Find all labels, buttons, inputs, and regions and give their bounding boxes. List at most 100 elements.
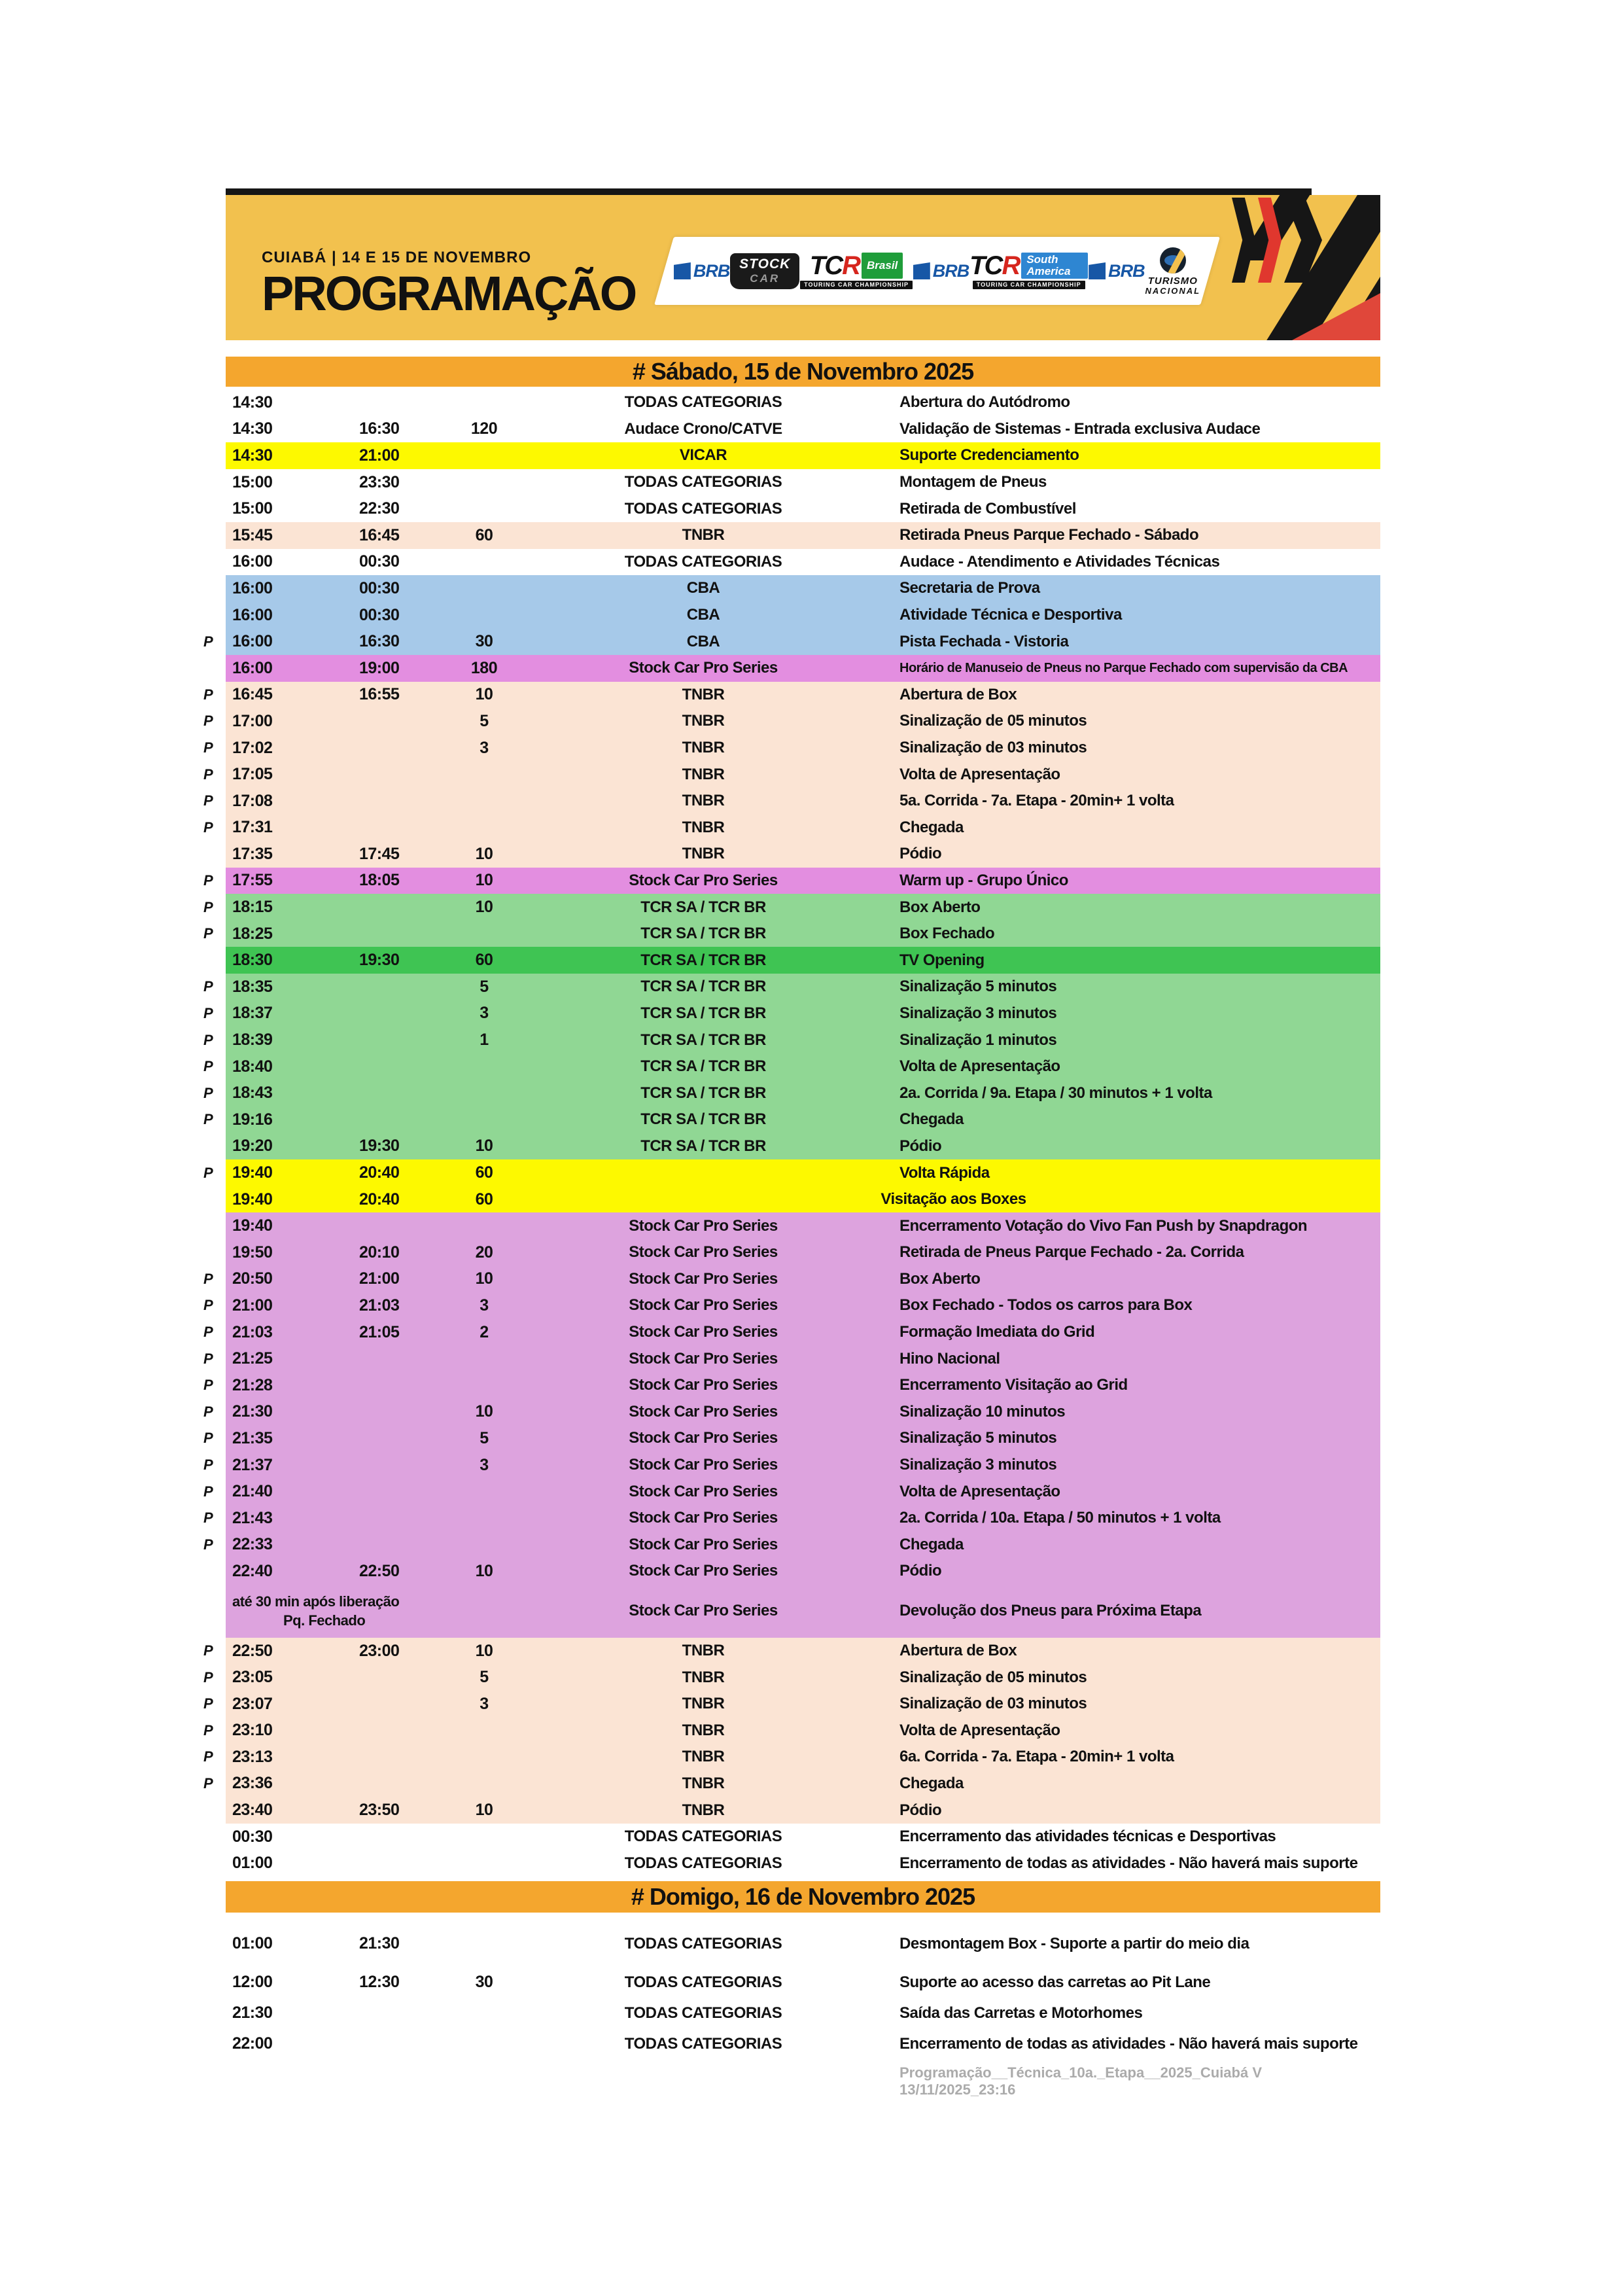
table-row: P 21:25 Stock Car Pro Series Hino Nacional bbox=[203, 1345, 1380, 1372]
table-row: 16:00 00:30 CBA Atividade Técnica e Desport… bbox=[226, 601, 1380, 629]
category-cell: Stock Car Pro Series bbox=[629, 1376, 778, 1394]
start-time-cell: 17:08 bbox=[232, 791, 273, 810]
activity-cell: Abertura de Box bbox=[899, 1642, 1017, 1660]
activity-cell: Atividade Técnica e Desportiva bbox=[899, 606, 1122, 624]
table-row: P 18:25 TCR SA / TCR BR Box Fechado bbox=[203, 920, 1380, 947]
duration-cell: 10 bbox=[475, 1641, 493, 1660]
category-cell: TNBR bbox=[682, 1801, 725, 1819]
duration-cell: 1 bbox=[480, 1031, 489, 1050]
page: CUIABÁ | 14 E 15 DE NOVEMBRO PROGRAMAÇÃO… bbox=[203, 0, 1380, 2098]
start-time-cell: 23:10 bbox=[232, 1721, 273, 1740]
category-cell: TODAS CATEGORIAS bbox=[624, 473, 782, 491]
start-time-cell: 17:00 bbox=[232, 711, 273, 730]
table-row: P 17:00 5 TNBR Sinalização de 05 minutos bbox=[203, 708, 1380, 735]
duration-cell: 5 bbox=[480, 1668, 489, 1687]
table-row: 22:40 22:50 10 Stock Car Pro Series Pódio bbox=[226, 1558, 1380, 1585]
end-time-cell: 19:30 bbox=[359, 951, 400, 970]
activity-cell: Secretaria de Prova bbox=[899, 579, 1040, 597]
start-time-cell: 14:30 bbox=[232, 393, 273, 412]
provisional-marker: P bbox=[203, 1722, 213, 1739]
category-cell: Stock Car Pro Series bbox=[629, 1269, 778, 1288]
start-time-cell: 17:55 bbox=[232, 871, 273, 890]
start-time-cell: 23:13 bbox=[232, 1747, 273, 1766]
tcr-south-america-logo: TCR South America TOURING CAR CHAMPIONSH… bbox=[969, 251, 1089, 289]
end-time-cell: 20:10 bbox=[359, 1243, 400, 1262]
end-time-cell: 16:55 bbox=[359, 685, 400, 704]
table-row: 19:20 19:30 10 TCR SA / TCR BR Pódio bbox=[226, 1133, 1380, 1160]
category-cell: Stock Car Pro Series bbox=[629, 1562, 778, 1580]
duration-cell: 10 bbox=[475, 685, 493, 704]
table-row: 18:30 19:30 60 TCR SA / TCR BR TV Opening bbox=[226, 947, 1380, 974]
category-cell: TCR SA / TCR BR bbox=[640, 1084, 766, 1102]
table-row: P 18:35 5 TCR SA / TCR BR Sinalização 5 minu… bbox=[203, 974, 1380, 1000]
duration-cell: 60 bbox=[475, 1190, 493, 1209]
start-time-cell: 17:35 bbox=[232, 844, 273, 863]
activity-cell: Box Fechado bbox=[899, 925, 995, 943]
brb-flag-icon bbox=[1089, 262, 1106, 279]
table-row: P 21:28 Stock Car Pro Series Encerramento V… bbox=[203, 1371, 1380, 1399]
table-row: 16:00 00:30 TODAS CATEGORIAS Audace - Atend… bbox=[226, 548, 1380, 576]
activity-cell: Pódio bbox=[899, 1137, 942, 1155]
activity-cell: Pódio bbox=[899, 845, 942, 863]
activity-cell: Volta de Apresentação bbox=[899, 1057, 1060, 1076]
provisional-marker: P bbox=[203, 819, 213, 836]
end-time-cell: 00:30 bbox=[359, 578, 400, 597]
category-cell: TODAS CATEGORIAS bbox=[624, 1828, 782, 1846]
end-time-cell: 16:45 bbox=[359, 525, 400, 544]
activity-cell: Abertura de Box bbox=[899, 685, 1017, 703]
category-cell: TODAS CATEGORIAS bbox=[624, 2034, 782, 2053]
category-cell: Stock Car Pro Series bbox=[629, 871, 778, 889]
table-row: 14:30 16:30 120 Audace Crono/CATVE Validação… bbox=[226, 415, 1380, 443]
start-time-cell: 21:30 bbox=[232, 1402, 273, 1421]
category-cell: Stock Car Pro Series bbox=[629, 1349, 778, 1368]
duration-cell: 60 bbox=[475, 525, 493, 544]
page-title: PROGRAMAÇÃO bbox=[262, 266, 637, 321]
activity-cell: Encerramento das atividades técnicas e D… bbox=[899, 1828, 1276, 1846]
category-cell: TODAS CATEGORIAS bbox=[624, 1854, 782, 1872]
activity-cell: Devolução dos Pneus para Próxima Etapa bbox=[899, 1602, 1202, 1620]
brb-logo: BRB bbox=[1089, 261, 1145, 281]
duration-cell: 3 bbox=[480, 1004, 489, 1023]
end-time-cell: 20:40 bbox=[359, 1190, 400, 1209]
category-cell: Stock Car Pro Series bbox=[629, 1402, 778, 1421]
start-time-cell: 21:40 bbox=[232, 1482, 273, 1501]
stock-car-logo: STOCK CAR bbox=[730, 253, 800, 289]
category-cell: TCR SA / TCR BR bbox=[640, 951, 766, 969]
duration-cell: 120 bbox=[470, 419, 498, 438]
activity-cell: Audace - Atendimento e Atividades Técnic… bbox=[899, 552, 1220, 571]
provisional-marker: P bbox=[203, 1350, 213, 1367]
start-time-cell: 01:00 bbox=[232, 1854, 273, 1873]
table-row: P 23:10 TNBR Volta de Apresentação bbox=[203, 1717, 1380, 1744]
start-time-cell: 22:00 bbox=[232, 2034, 273, 2053]
activity-cell: Box Aberto bbox=[899, 1269, 981, 1288]
duration-cell: 10 bbox=[475, 871, 493, 890]
start-time-cell: 15:00 bbox=[232, 499, 273, 518]
category-cell: CBA bbox=[686, 606, 720, 624]
table-row: P 22:50 23:00 10 TNBR Abertura de Box bbox=[203, 1637, 1380, 1665]
provisional-marker: P bbox=[203, 1669, 213, 1686]
sponsor-logo-strip: BRB STOCK CAR TCR Brasil TOURING CAR CHA… bbox=[654, 237, 1220, 305]
table-row: 12:00 12:30 30 TODAS CATEGORIAS Suporte ao a… bbox=[226, 1967, 1380, 1998]
activity-cell: Sinalização 10 minutos bbox=[899, 1402, 1066, 1421]
table-row: P 18:43 TCR SA / TCR BR 2a. Corrida / 9a. E… bbox=[203, 1080, 1380, 1107]
start-time-cell: 19:40 bbox=[232, 1216, 273, 1235]
activity-cell: Pista Fechada - Vistoria bbox=[899, 632, 1069, 650]
end-time-cell: 21:03 bbox=[359, 1296, 400, 1315]
table-row: P 19:40 20:40 60 Volta Rápida bbox=[203, 1159, 1380, 1186]
start-time-cell: 23:40 bbox=[232, 1801, 273, 1820]
brb-logo: BRB bbox=[913, 261, 969, 281]
banner-top-stripe bbox=[226, 188, 1312, 195]
table-row: 22:00 TODAS CATEGORIAS Encerramento de tod… bbox=[226, 2028, 1380, 2060]
tcr-brasil-logo: TCR Brasil TOURING CAR CHAMPIONSHIP bbox=[800, 251, 913, 289]
end-time-cell: 21:30 bbox=[359, 1934, 400, 1953]
brb-logo: BRB bbox=[674, 261, 729, 281]
activity-cell: Formação Imediata do Grid bbox=[899, 1323, 1095, 1341]
category-cell: TCR SA / TCR BR bbox=[640, 1031, 766, 1049]
category-cell: TNBR bbox=[682, 792, 725, 810]
category-cell: TCR SA / TCR BR bbox=[640, 898, 766, 916]
chevron-icon bbox=[1258, 198, 1282, 283]
category-cell: Stock Car Pro Series bbox=[629, 1509, 778, 1527]
activity-cell: Suporte Credenciamento bbox=[899, 446, 1079, 465]
duration-cell: 10 bbox=[475, 1561, 493, 1580]
table-row: P 23:05 5 TNBR Sinalização de 05 minutos bbox=[203, 1664, 1380, 1691]
